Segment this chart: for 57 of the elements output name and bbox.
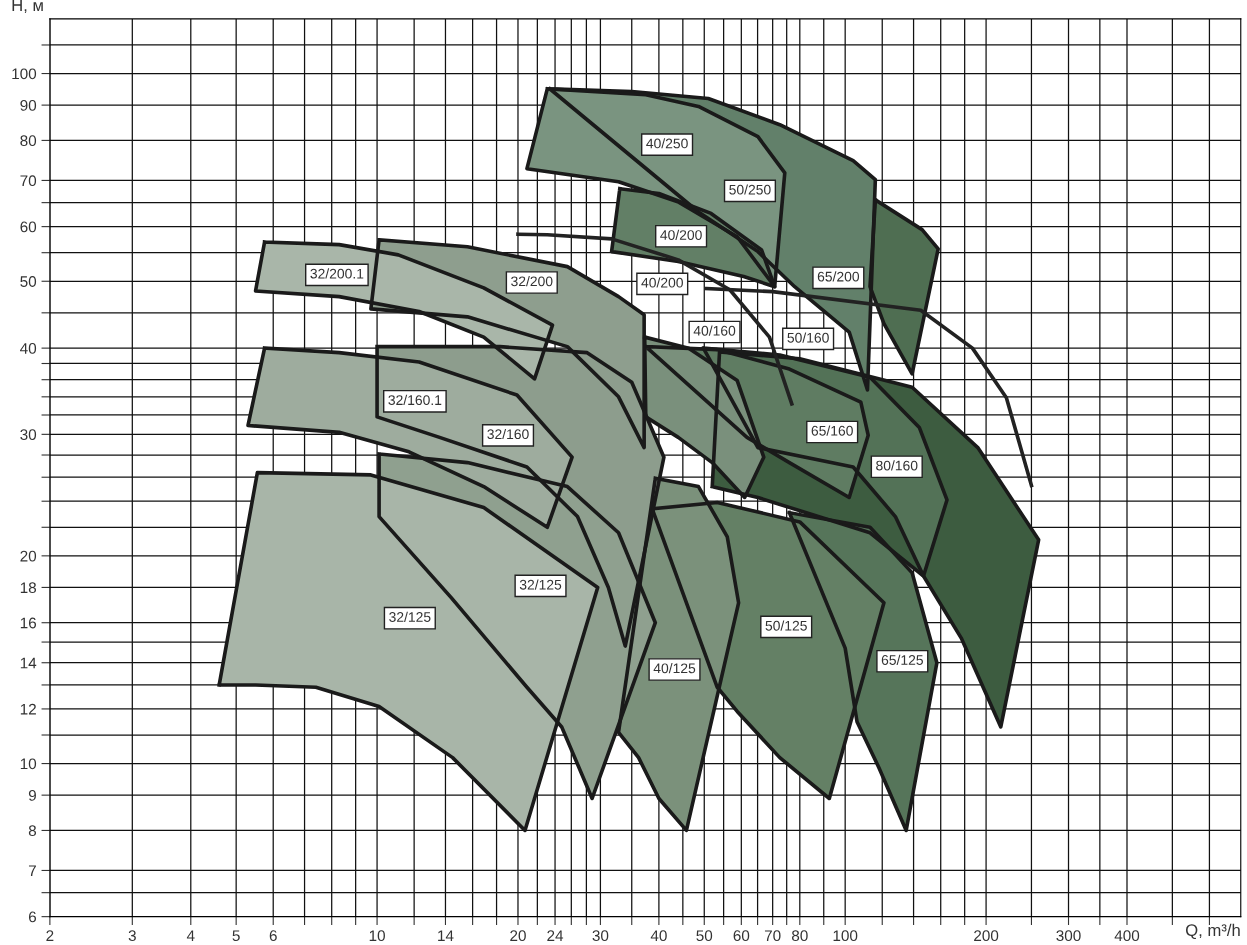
y-tick-label: 60 (20, 221, 37, 233)
y-tick-label: 80 (20, 135, 37, 147)
y-tick-label: 100 (12, 68, 37, 80)
series-label: 32/160.1 (388, 394, 442, 406)
x-tick-label: 70 (764, 930, 781, 942)
x-tick-label: 60 (733, 930, 750, 942)
series-label: 50/125 (765, 620, 807, 631)
x-tick-label: 14 (438, 930, 454, 941)
x-tick-label: 200 (974, 930, 999, 942)
x-tick-label: 6 (269, 930, 277, 942)
series-label: 40/200 (641, 277, 683, 288)
series-label: 40/250 (646, 138, 688, 149)
series-label: 65/200 (817, 271, 860, 282)
series-label: 40/125 (653, 663, 696, 674)
series-label: 50/250 (729, 184, 771, 195)
y-tick-label: 70 (20, 175, 37, 187)
series-label: 50/160 (787, 332, 829, 343)
x-tick-label: 20 (510, 930, 526, 942)
y-tick-label: 18 (20, 582, 37, 594)
series-label: 65/160 (811, 425, 853, 436)
y-tick-label: 50 (20, 276, 37, 287)
y-tick-label: 16 (20, 617, 37, 629)
series-label: 80/160 (876, 460, 918, 471)
x-tick-label: 24 (547, 930, 564, 941)
series-label: 65/125 (881, 654, 923, 665)
x-tick-label: 3 (128, 930, 136, 942)
x-tick-label: 400 (1114, 930, 1140, 942)
x-tick-label: 4 (186, 930, 195, 941)
y-tick-label: 90 (20, 99, 37, 111)
y-tick-label: 30 (20, 429, 37, 441)
x-tick-label: 300 (1056, 930, 1081, 942)
y-tick-label: 40 (20, 343, 37, 354)
series-label: 32/200.1 (310, 268, 364, 279)
y-tick-label: 8 (28, 825, 37, 837)
y-tick-label: 12 (20, 703, 36, 715)
x-tick-label: 40 (650, 930, 667, 942)
series-label: 40/160 (693, 325, 736, 336)
x-tick-label: 50 (696, 930, 713, 942)
y-tick-label: 9 (28, 790, 36, 801)
series-label: 32/125 (519, 579, 562, 590)
series-label: 32/160 (487, 428, 529, 440)
x-tick-label: 80 (791, 930, 808, 942)
series-label: 32/125 (389, 611, 431, 622)
x-tick-label: 10 (369, 930, 385, 942)
x-tick-label: 2 (46, 930, 54, 941)
y-tick-label: 14 (20, 657, 37, 669)
y-tick-label: 7 (28, 865, 36, 876)
y-axis-title: H, м (12, 0, 43, 14)
x-tick-label: 5 (232, 930, 240, 942)
series-label: 40/200 (660, 229, 702, 240)
x-axis-title: Q, m³/h (1186, 923, 1240, 940)
y-tick-label: 20 (20, 550, 37, 562)
series-label: 32/200 (511, 276, 553, 287)
y-tick-label: 6 (28, 911, 37, 923)
x-tick-label: 100 (833, 930, 858, 942)
y-tick-label: 10 (20, 758, 37, 770)
x-tick-label: 30 (592, 930, 609, 942)
